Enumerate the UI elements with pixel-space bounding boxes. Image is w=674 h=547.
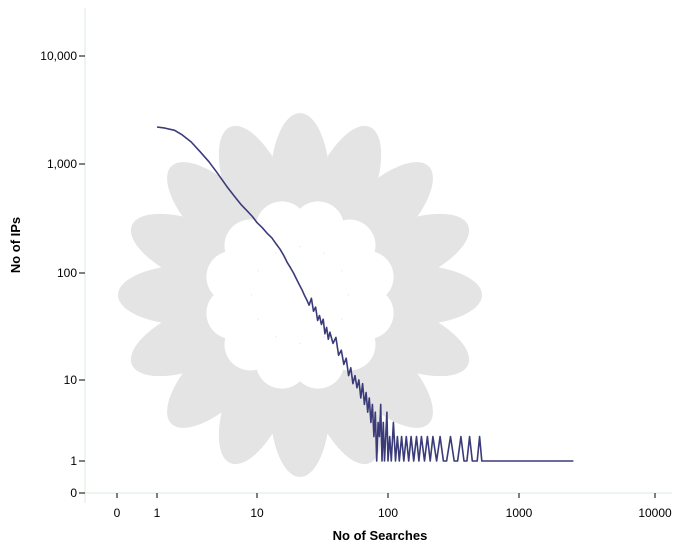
watermark-rosette — [118, 113, 482, 477]
x-tick-label: 0 — [114, 506, 121, 520]
x-tick-label: 1 — [154, 506, 161, 520]
plot-area — [156, 126, 574, 462]
y-axis-label: No of IPs — [8, 217, 23, 273]
x-tick-label: 10000 — [638, 506, 672, 520]
watermark-hole — [292, 336, 345, 389]
y-tick-label: 100 — [57, 266, 77, 280]
y-tick-label: 1,000 — [47, 157, 77, 171]
watermark-hole — [255, 201, 308, 254]
axes: 0 1 10 100 1,000 10,000 0 1 10 100 1000 10000 — [40, 8, 672, 520]
x-tick-label: 10 — [250, 506, 264, 520]
x-tick-label: 1000 — [506, 506, 533, 520]
x-tick-label: 100 — [378, 506, 398, 520]
series-line — [156, 126, 574, 462]
x-axis-label: No of Searches — [333, 528, 428, 543]
y-tick-label: 10,000 — [40, 49, 77, 63]
watermark-hole — [206, 287, 259, 340]
y-tick-label: 10 — [64, 373, 78, 387]
y-tick-label: 1 — [70, 454, 77, 468]
y-tick-label: 0 — [70, 486, 77, 500]
watermark-hole — [341, 250, 394, 303]
